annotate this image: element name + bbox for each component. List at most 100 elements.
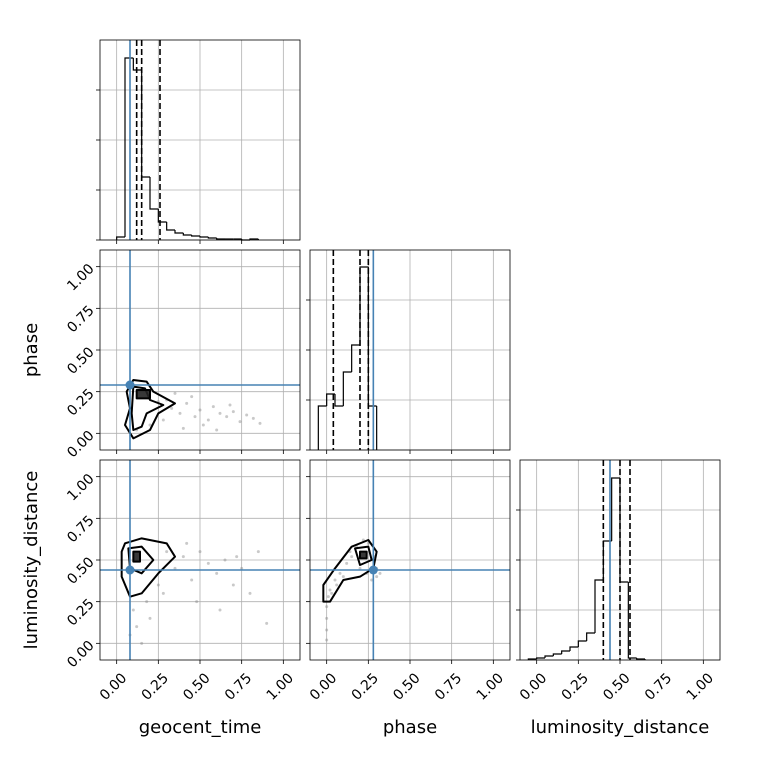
x-tick-label: 0.00: [307, 670, 340, 703]
x-tick-label: 0.00: [97, 670, 130, 703]
x-axis-label: phase: [383, 717, 437, 738]
sample-point: [195, 600, 199, 604]
x-axis-label: geocent_time: [139, 717, 262, 738]
sample-point: [131, 608, 135, 612]
panel-border: [309, 249, 511, 451]
histogram-bin: [199, 236, 209, 238]
sample-point: [215, 571, 219, 575]
histogram-bin: [174, 230, 184, 234]
sample-point: [333, 578, 337, 582]
x-axis-label: luminosity_distance: [531, 717, 710, 738]
sample-point: [245, 413, 249, 417]
x-tick-label: 0.75: [222, 670, 255, 703]
sample-point: [190, 578, 194, 582]
histogram-bin: [536, 657, 545, 659]
y-tick-label: 0.50: [64, 344, 97, 377]
histogram-bin: [132, 58, 142, 71]
histogram-bin: [627, 582, 637, 659]
x-tick-label: 0.50: [390, 670, 423, 703]
y-tick-label: 0.75: [64, 303, 97, 336]
histogram-bin: [182, 233, 192, 236]
sample-point: [350, 555, 354, 559]
sample-point: [251, 416, 255, 420]
sample-point: [330, 591, 334, 595]
histogram-bin: [577, 640, 587, 647]
contour: [132, 550, 141, 563]
sample-point: [375, 575, 379, 579]
histogram-bin: [216, 238, 225, 240]
histogram-bin: [544, 655, 554, 658]
x-tick-label: 1.00: [474, 670, 507, 703]
sample-point: [161, 418, 165, 422]
sample-point: [198, 550, 202, 554]
histogram-bin: [351, 344, 360, 372]
sample-point: [256, 550, 260, 554]
truth-point: [125, 565, 135, 575]
panel-border: [99, 249, 301, 451]
sample-point: [135, 625, 139, 629]
sample-point: [206, 418, 210, 422]
y-tick-label: 0.00: [64, 428, 97, 461]
sample-point: [145, 600, 149, 604]
sample-point: [211, 405, 215, 409]
x-tick-label: 0.25: [349, 670, 382, 703]
truth-point: [125, 380, 135, 390]
x-tick-label: 0.75: [432, 670, 465, 703]
y-tick-label: 0.00: [64, 638, 97, 671]
histogram-bin: [149, 177, 159, 210]
histogram-bin: [594, 579, 604, 633]
y-tick-label: 1.00: [64, 471, 97, 504]
sample-point: [148, 423, 152, 427]
histogram-bin: [317, 405, 327, 450]
histogram-bin: [561, 650, 570, 654]
sample-point: [341, 575, 345, 579]
histogram-bin: [166, 222, 175, 231]
sample-point: [238, 420, 242, 424]
contour: [120, 537, 176, 598]
y-tick-label: 0.50: [64, 554, 97, 587]
sample-point: [345, 561, 349, 565]
x-tick-label: 0.25: [139, 670, 172, 703]
sample-point: [338, 571, 342, 575]
sample-point: [198, 408, 202, 412]
y-tick-label: 1.00: [64, 261, 97, 294]
histogram-bin: [157, 209, 167, 223]
sample-point: [325, 638, 329, 642]
sample-point: [370, 578, 374, 582]
sample-point: [156, 583, 160, 587]
histogram-bin: [569, 646, 579, 651]
histogram-bin: [191, 235, 200, 237]
sample-point: [215, 428, 219, 432]
x-tick-label: 0.25: [559, 670, 592, 703]
sample-point: [173, 391, 177, 395]
panel: 0.00 0.25 0.50 0.75 1.00 luminosity_distance: [516, 459, 721, 738]
panel: [96, 39, 301, 244]
panel: [306, 249, 511, 454]
histogram-bin: [636, 658, 645, 660]
sample-point: [201, 423, 205, 427]
sample-point: [161, 591, 165, 595]
contour: [124, 379, 176, 440]
x-tick-label: 1.00: [684, 670, 717, 703]
sample-point: [265, 621, 269, 625]
histogram-bin: [342, 371, 352, 406]
y-axis-label: phase: [21, 323, 42, 377]
x-tick-label: 0.50: [600, 670, 633, 703]
y-tick-label: 0.75: [64, 513, 97, 546]
contour: [135, 389, 151, 400]
sample-point: [225, 415, 229, 419]
x-tick-label: 0.75: [642, 670, 675, 703]
sample-point: [231, 583, 235, 587]
sample-point: [235, 555, 239, 559]
sample-point: [231, 410, 235, 414]
histogram-bin: [116, 236, 125, 240]
sample-point: [223, 558, 227, 562]
sample-point: [190, 395, 194, 399]
sample-point: [181, 555, 185, 559]
sample-point: [170, 406, 174, 410]
sample-point: [218, 608, 222, 612]
y-tick-label: 0.25: [64, 386, 97, 419]
sample-point: [148, 616, 152, 620]
